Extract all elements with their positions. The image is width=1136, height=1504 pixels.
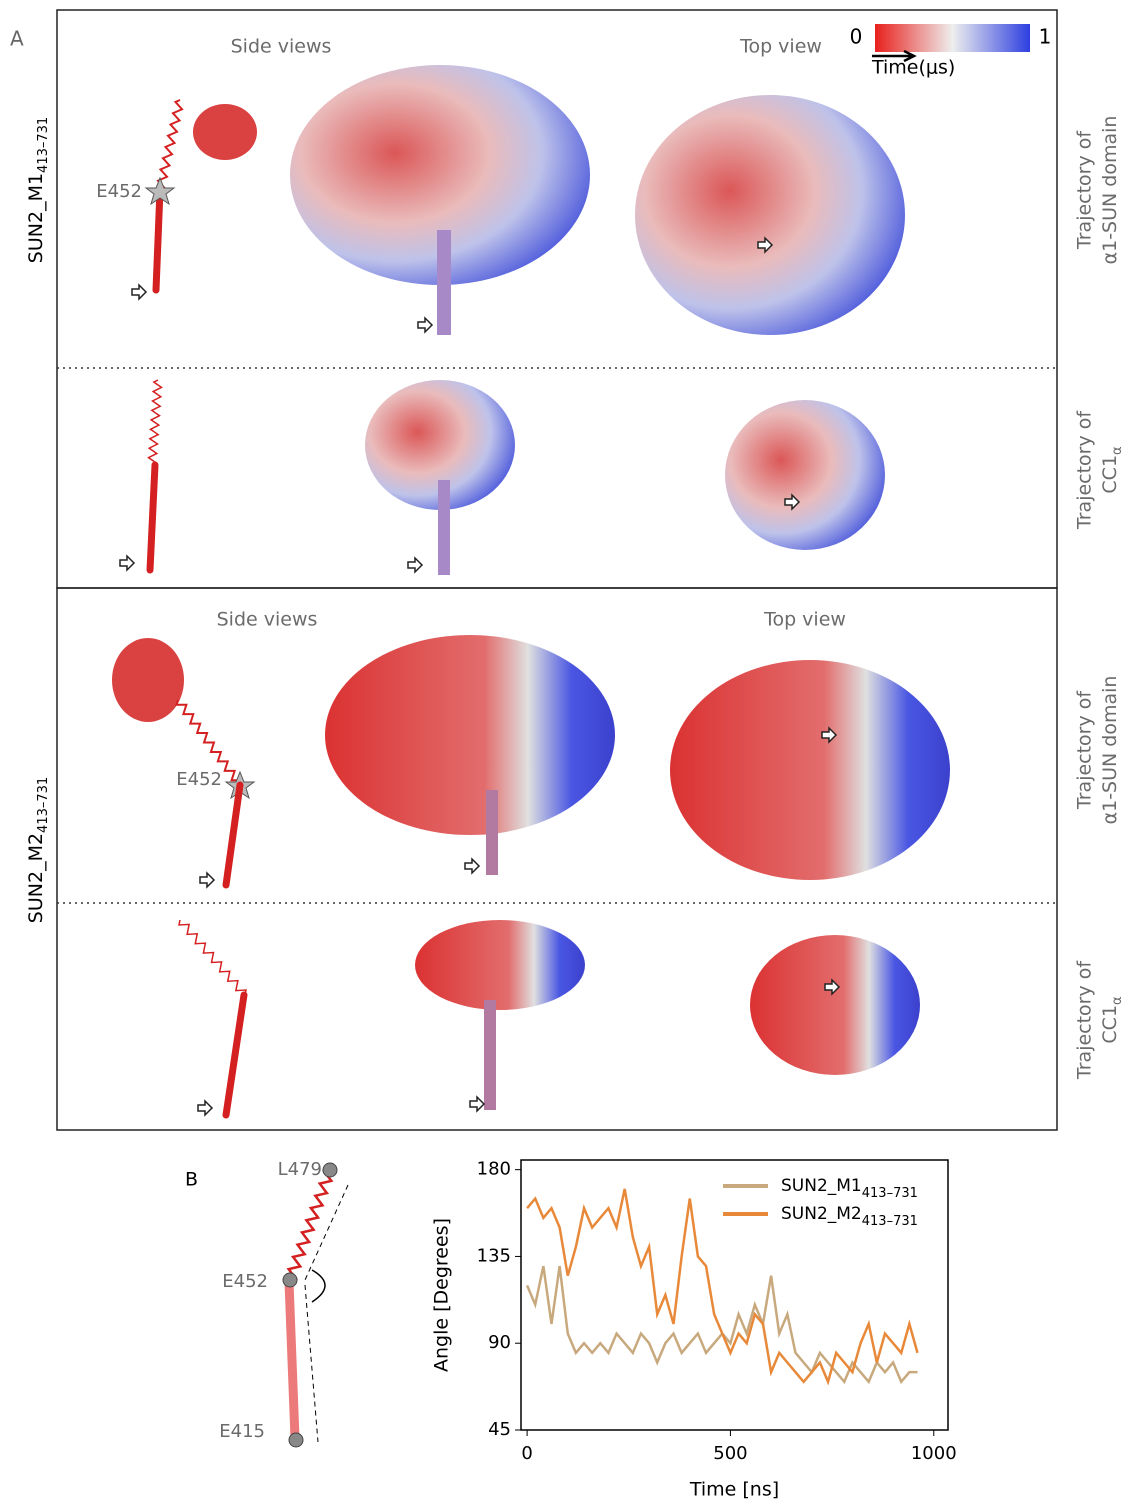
- coil: [286, 1168, 334, 1282]
- colorbar-max: 1: [1039, 25, 1052, 49]
- stalk: [437, 230, 451, 335]
- text-part: SUN2_M2: [781, 1204, 862, 1224]
- angle-arc: [311, 1269, 326, 1303]
- view-title: Top view: [763, 609, 846, 631]
- view-title: Top view: [739, 36, 822, 58]
- text-part: CC1: [1099, 1005, 1121, 1044]
- trajectory-cloud: [635, 95, 905, 335]
- row-label: SUN2_M2413–731: [25, 777, 52, 923]
- x-tick-label: 0: [521, 1443, 532, 1464]
- y-tick-label: 180: [477, 1159, 511, 1180]
- trajectory-label: Trajectory of: [1074, 960, 1096, 1080]
- text-part: SUN2_M1: [781, 1176, 862, 1196]
- coil: [175, 699, 243, 786]
- y-tick-label: 90: [488, 1332, 511, 1353]
- colorbar-label: Time(μs): [871, 57, 955, 79]
- residue-label: L479: [278, 1159, 322, 1180]
- y-tick-label: 135: [477, 1245, 511, 1266]
- pointer-arrow: [469, 1095, 486, 1113]
- residue-star: [144, 176, 176, 206]
- subscript: 413–731: [862, 1186, 918, 1201]
- helix-rod: [284, 1277, 300, 1443]
- view-title: Side views: [217, 609, 318, 631]
- panel-label: A: [10, 27, 24, 51]
- subscript: 413–731: [36, 117, 51, 173]
- subscript: α: [1110, 996, 1125, 1005]
- trajectory-label: α1-SUN domain: [1099, 116, 1121, 265]
- text-part: CC1: [1099, 455, 1121, 494]
- subscript: 413–731: [36, 777, 51, 833]
- colorbar-min: 0: [850, 25, 863, 49]
- residue-label: E415: [219, 1421, 265, 1442]
- x-tick-label: 1000: [911, 1443, 957, 1464]
- residue-label: E452: [176, 769, 222, 790]
- series-line: [525, 1265, 918, 1385]
- pointer-arrow: [197, 1099, 214, 1117]
- panel-frame: [56, 9, 1058, 589]
- y-tick-label: 45: [488, 1419, 511, 1440]
- coil: [156, 99, 184, 191]
- pointer-arrow: [824, 978, 841, 996]
- trajectory-cloud: [750, 935, 920, 1075]
- series-line: [526, 1188, 919, 1386]
- trajectory-label: Trajectory of: [1074, 690, 1096, 810]
- panel-frame: [56, 587, 1058, 1131]
- trajectory-label: CC1α: [1099, 996, 1126, 1043]
- plot-frame: [520, 1159, 949, 1431]
- trajectory-label: Trajectory of: [1074, 410, 1096, 530]
- trajectory-cloud: [415, 920, 585, 1010]
- pointer-arrow: [417, 316, 434, 334]
- x-axis-title: Time [ns]: [689, 1479, 779, 1501]
- text-part: SUN2_M2: [25, 833, 47, 923]
- domain: [193, 104, 257, 160]
- trajectory-cloud: [325, 635, 615, 835]
- helix-rod: [222, 781, 244, 889]
- pointer-arrow: [784, 493, 801, 511]
- pointer-arrow: [757, 236, 774, 254]
- trajectory-cloud: [725, 400, 885, 550]
- x-tick-label: 500: [713, 1443, 747, 1464]
- guide: [304, 1184, 349, 1443]
- atom: [282, 1272, 298, 1288]
- helix-rod: [152, 186, 164, 294]
- text-part: α1-SUN domain: [1099, 676, 1121, 825]
- panel-label: B: [185, 1169, 198, 1191]
- pointer-arrow: [119, 554, 136, 572]
- stalk: [484, 1000, 496, 1110]
- trajectory-label: Trajectory of: [1074, 130, 1096, 250]
- time-arrow: [872, 49, 917, 63]
- pointer-arrow: [407, 556, 424, 574]
- residue-label: E452: [96, 181, 142, 202]
- view-title: Side views: [231, 36, 332, 58]
- pointer-arrow: [131, 283, 148, 301]
- row-label: SUN2_M1413–731: [25, 117, 52, 263]
- y-axis-title: Angle [Degrees]: [431, 1218, 453, 1372]
- residue-label: E452: [222, 1271, 268, 1292]
- atom: [288, 1432, 304, 1448]
- colorbar: [875, 24, 1030, 52]
- helix-rod: [222, 991, 248, 1119]
- pointer-arrow: [821, 726, 838, 744]
- helix-rod: [146, 461, 159, 574]
- stalk: [486, 790, 498, 875]
- text-part: α1-SUN domain: [1099, 116, 1121, 265]
- trajectory-cloud: [290, 65, 590, 285]
- legend-label: SUN2_M2413–731: [781, 1204, 918, 1229]
- trajectory-cloud: [670, 660, 950, 880]
- text-part: SUN2_M1: [25, 173, 47, 263]
- atom: [322, 1162, 338, 1178]
- pointer-arrow: [199, 871, 216, 889]
- subscript: α: [1110, 446, 1125, 455]
- trajectory-cloud: [365, 380, 515, 510]
- domain: [112, 638, 184, 722]
- pointer-arrow: [464, 857, 481, 875]
- coil: [178, 919, 247, 996]
- trajectory-label: α1-SUN domain: [1099, 676, 1121, 825]
- legend-label: SUN2_M1413–731: [781, 1176, 918, 1201]
- trajectory-label: CC1α: [1099, 446, 1126, 493]
- subscript: 413–731: [862, 1214, 918, 1229]
- stalk: [438, 480, 450, 575]
- coil: [147, 379, 163, 466]
